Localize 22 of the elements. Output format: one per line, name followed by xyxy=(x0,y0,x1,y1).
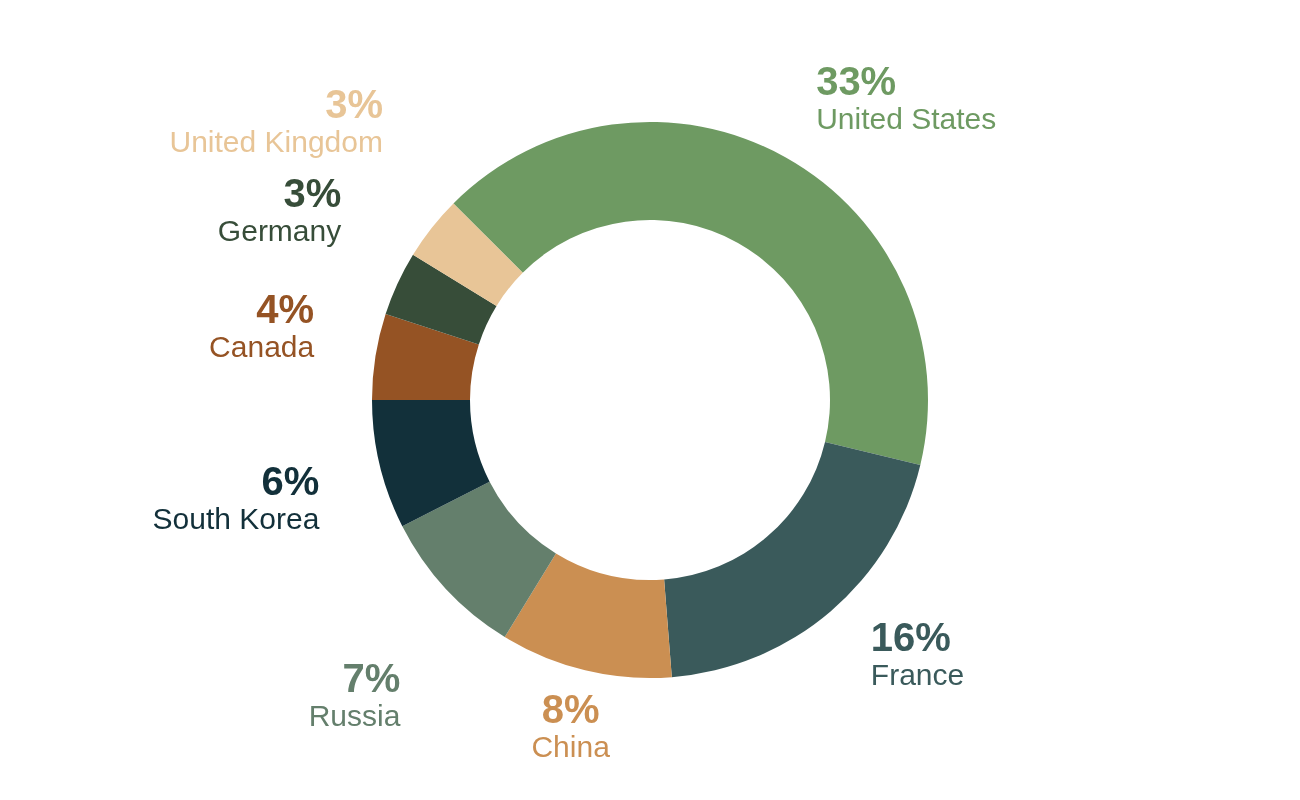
slice-label: Germany xyxy=(217,213,342,247)
data-label: 3% xyxy=(325,82,383,127)
data-label: 8% xyxy=(541,686,600,731)
data-label: 33% xyxy=(816,59,897,104)
slice-label: South Korea xyxy=(152,502,320,536)
data-label: 4% xyxy=(256,286,315,331)
slice-label: China xyxy=(531,729,611,763)
donut-slice xyxy=(372,400,490,527)
donut-slice xyxy=(402,481,556,638)
slice-label: Canada xyxy=(209,329,315,363)
data-label: 6% xyxy=(261,459,320,504)
slice-label: France xyxy=(870,657,965,691)
donut-slice xyxy=(385,254,497,345)
slice-label: Russia xyxy=(308,699,401,733)
slice-label: United Kingdom xyxy=(169,125,383,159)
data-label: 16% xyxy=(870,614,951,659)
data-label: 3% xyxy=(283,170,342,215)
donut-slice xyxy=(372,314,479,400)
donut-slice xyxy=(412,203,523,306)
slice-label: United States xyxy=(816,102,997,136)
data-label: 7% xyxy=(342,656,401,701)
donut-slice xyxy=(504,553,672,678)
